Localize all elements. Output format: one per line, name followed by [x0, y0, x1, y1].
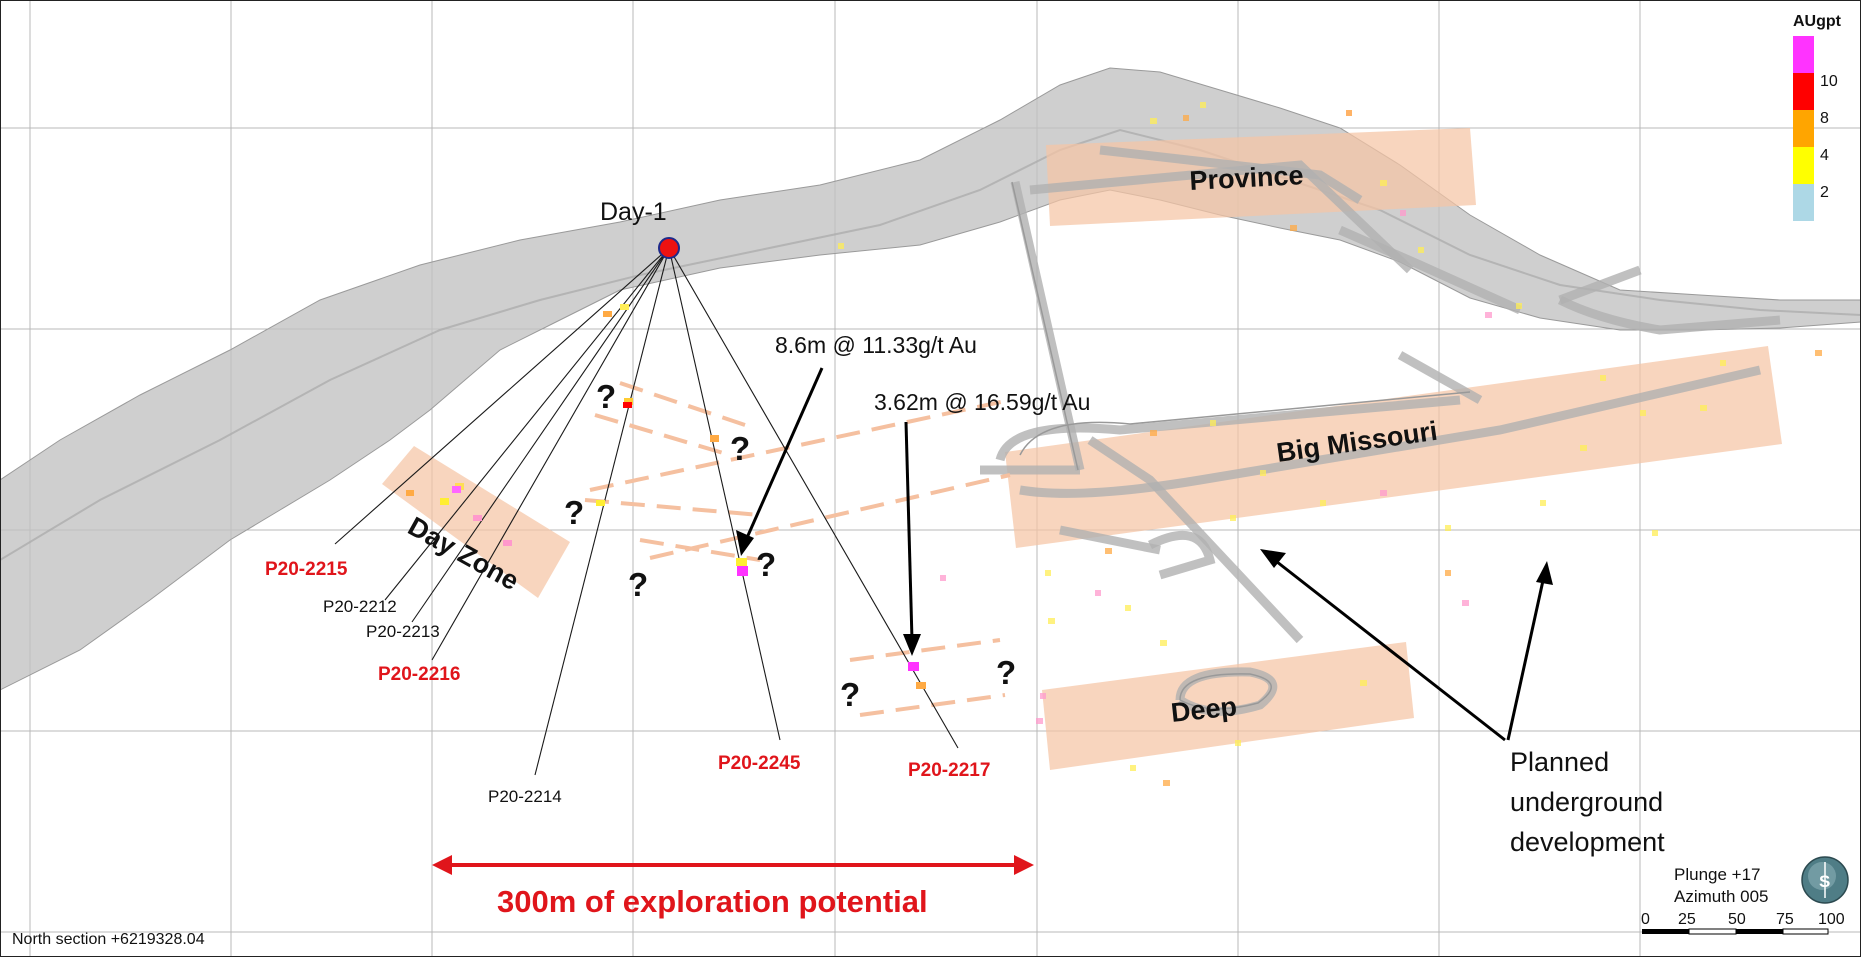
- legend-title: AUgpt: [1793, 13, 1842, 30]
- question-mark: ?: [756, 546, 776, 583]
- exploration-arrow-left-head: [432, 855, 452, 875]
- underground-workings-thin: [1011, 181, 1471, 710]
- deep-zone-box: [1042, 642, 1414, 770]
- ground-surface-shade: [0, 128, 1861, 561]
- planned-arrow-2: [1506, 575, 1546, 741]
- intercept-label-b: 3.62m @ 16.59g/t Au: [874, 389, 1090, 415]
- legend: AUgpt 10 8 4 2: [1793, 13, 1842, 221]
- plunge-label: Plunge +17: [1674, 865, 1761, 884]
- hole-labels: P20-2215 P20-2212 P20-2213 P20-2216 P20-…: [265, 559, 990, 806]
- planned-label-line1: Planned: [1510, 747, 1609, 777]
- collar-label: Day-1: [600, 198, 667, 226]
- question-mark: ?: [996, 654, 1016, 691]
- question-mark: ?: [564, 494, 584, 531]
- planned-arrow-1-head: [1260, 549, 1286, 568]
- legend-swatch-1: [1793, 36, 1814, 73]
- drill-traces: [334, 247, 959, 776]
- zone-label-deep: Deep: [1169, 691, 1238, 728]
- day-zone-box: [382, 446, 570, 598]
- hole-label-p20-2214: P20-2214: [488, 787, 562, 806]
- legend-swatch-3: [1793, 110, 1814, 147]
- question-mark: ?: [730, 430, 750, 467]
- question-mark: ?: [596, 378, 616, 415]
- planned-arrow-2-head: [1536, 561, 1553, 585]
- exploration-label: 300m of exploration potential: [497, 884, 928, 919]
- ground-surface-band: [0, 67, 1861, 691]
- intercept-arrow-b-head: [903, 634, 921, 656]
- hole-label-p20-2215: P20-2215: [265, 559, 348, 580]
- scale-tick: 25: [1678, 911, 1696, 928]
- question-mark: ?: [840, 676, 860, 713]
- compass-letter: S: [1819, 872, 1830, 891]
- hole-label-p20-2212: P20-2212: [323, 597, 397, 616]
- hole-label-p20-2216: P20-2216: [378, 664, 460, 685]
- intercept-arrow-b-shaft: [904, 421, 914, 641]
- exploration-corridors: [584, 381, 1011, 717]
- azimuth-label: Azimuth 005: [1674, 887, 1769, 906]
- intercept-arrow-a-head: [736, 530, 754, 556]
- underground-workings: [980, 145, 1781, 716]
- legend-tick: 8: [1820, 110, 1829, 127]
- zone-label-province: Province: [1189, 160, 1304, 196]
- legend-swatch-4: [1793, 147, 1814, 184]
- hole-label-p20-2245: P20-2245: [718, 753, 801, 774]
- scale-tick: 75: [1776, 911, 1794, 928]
- scale-tick: 0: [1641, 911, 1650, 928]
- intercept-markers: [406, 304, 926, 689]
- question-marks: ? ? ? ? ? ? ?: [564, 378, 1016, 713]
- intercept-label-a: 8.6m @ 11.33g/t Au: [775, 332, 977, 358]
- compass-icon: S: [1801, 856, 1849, 904]
- planned-label-line3: development: [1510, 827, 1665, 857]
- scale-tick: 50: [1728, 911, 1746, 928]
- scale-tick: 100: [1818, 911, 1845, 928]
- collar-marker: [658, 237, 680, 259]
- section-label: North section +6219328.04: [12, 931, 205, 948]
- planned-arrow-1: [1271, 556, 1506, 742]
- hole-label-p20-2217: P20-2217: [908, 760, 990, 781]
- assay-scatter: [838, 102, 1822, 786]
- question-mark: ?: [628, 566, 648, 603]
- legend-tick: 10: [1820, 73, 1838, 90]
- legend-swatch-5: [1793, 184, 1814, 221]
- legend-tick: 2: [1820, 184, 1829, 201]
- intercept-arrow-a-shaft: [744, 367, 824, 541]
- scale-bar: 0 25 50 75 100: [1641, 911, 1845, 935]
- legend-swatch-2: [1793, 73, 1814, 110]
- hole-label-p20-2213: P20-2213: [366, 622, 440, 641]
- legend-tick: 4: [1820, 147, 1829, 164]
- zone-rectangles: [382, 128, 1782, 770]
- exploration-arrow-right-head: [1014, 855, 1034, 875]
- planned-label-line2: underground: [1510, 787, 1663, 817]
